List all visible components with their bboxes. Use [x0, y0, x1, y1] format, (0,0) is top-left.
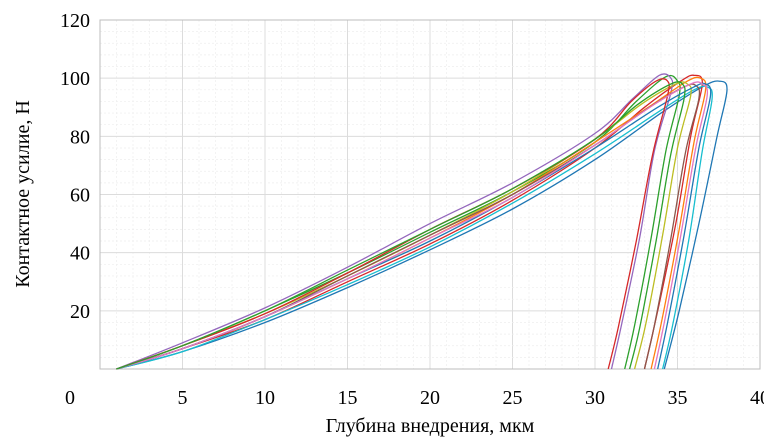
x-axis-label: Глубина внедрения, мкм: [326, 415, 535, 437]
series-line-4: [116, 73, 674, 370]
x-tick-label: 15: [338, 387, 358, 409]
y-tick-label: 40: [70, 243, 90, 265]
series-line-1: [116, 80, 728, 370]
series-line-12: [116, 81, 686, 370]
x-tick-label: 35: [668, 387, 688, 409]
x-tick-label: 20: [420, 387, 440, 409]
series-line-6: [116, 85, 713, 370]
y-tick-labels: 20 40 60 80 100 120: [60, 10, 90, 323]
y-tick-label: 80: [70, 126, 90, 148]
x-tick-label: 25: [503, 387, 523, 409]
x-tick-label: 40: [750, 387, 764, 409]
series-line-11: [116, 81, 709, 370]
grid: [99, 19, 761, 370]
y-tick-label: 120: [60, 10, 90, 32]
x-tick-label: 10: [255, 387, 275, 409]
x-tick-labels: 0 5 10 15 20 25 30 35 40: [65, 387, 764, 409]
series-group: [116, 73, 728, 370]
y-axis-label: Контактное усилие, Н: [12, 100, 34, 288]
y-tick-label: 60: [70, 185, 90, 207]
x-tick-label: 0: [65, 387, 75, 409]
series-line-10: [116, 78, 670, 370]
plot-frame: [99, 19, 761, 370]
x-tick-label: 5: [178, 387, 188, 409]
series-line-3: [116, 74, 681, 370]
series-line-2: [116, 74, 703, 370]
y-tick-label: 100: [60, 68, 90, 90]
y-tick-label: 20: [70, 301, 90, 323]
x-tick-label: 30: [585, 387, 605, 409]
